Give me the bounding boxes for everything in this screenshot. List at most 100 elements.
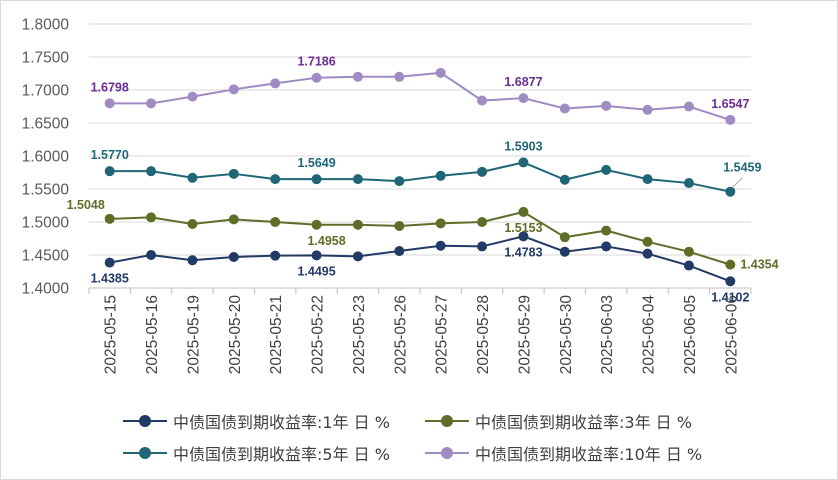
x-tick-label: 2025-05-19 — [185, 295, 202, 374]
data-point — [477, 217, 488, 227]
data-point — [725, 276, 736, 287]
data-point — [311, 174, 322, 185]
y-tick-label: 1.6000 — [22, 149, 70, 166]
data-point — [642, 236, 653, 247]
data-point — [104, 98, 115, 109]
legend-swatch — [123, 446, 167, 460]
data-point — [228, 168, 239, 179]
data-point — [559, 103, 570, 114]
series-line — [109, 161, 731, 193]
y-tick-label: 1.4500 — [22, 248, 70, 265]
data-point — [601, 241, 612, 252]
legend-item: 中债国债到期收益率:3年 日 % — [425, 409, 692, 433]
legend-swatch — [425, 446, 469, 460]
legend-label: 中债国债到期收益率:3年 日 % — [475, 413, 692, 432]
data-point — [394, 71, 405, 82]
data-point — [725, 114, 736, 125]
y-tick-label: 1.5500 — [22, 182, 70, 199]
data-label: 1.4783 — [504, 245, 542, 259]
data-point — [311, 250, 322, 261]
legend-label: 中债国债到期收益率:1年 日 % — [173, 413, 390, 432]
data-label: 1.5153 — [504, 221, 542, 235]
data-point — [311, 72, 322, 83]
data-point — [270, 250, 281, 261]
data-label: 1.5770 — [91, 148, 129, 162]
data-point — [394, 220, 405, 231]
legend-swatch — [425, 414, 469, 428]
data-labels: 1.4385 1.4495 1.4783 1.4102 1.5048 1.4958 1.51… — [67, 55, 779, 305]
legend-label: 中债国债到期收益率:5年 日 % — [173, 445, 390, 464]
data-point — [146, 98, 157, 109]
data-point — [187, 255, 198, 266]
legend-label: 中债国债到期收益率:10年 日 % — [475, 445, 703, 464]
label-leader-line — [731, 177, 743, 189]
data-point — [725, 186, 736, 197]
data-label: 1.4102 — [711, 290, 749, 304]
data-point — [518, 231, 529, 242]
data-point — [683, 260, 694, 271]
data-label: 1.6547 — [711, 97, 749, 111]
data-point — [187, 172, 198, 183]
data-point — [146, 250, 157, 260]
data-point — [394, 176, 405, 187]
data-point — [601, 100, 612, 111]
data-label: 1.4958 — [307, 234, 345, 248]
y-tick-label: 1.6500 — [22, 116, 70, 133]
data-point — [352, 251, 363, 262]
data-point — [352, 219, 363, 230]
data-point — [228, 84, 239, 95]
line-chart: 1.4000 1.4500 1.5000 1.5500 1.6000 1.6500 1.70… — [22, 17, 779, 375]
data-point — [559, 246, 570, 257]
data-label: 1.6877 — [504, 75, 542, 89]
data-point — [435, 170, 446, 181]
data-label: 1.4495 — [297, 264, 335, 278]
data-point — [601, 225, 612, 236]
data-point — [435, 218, 446, 229]
data-point — [435, 67, 446, 78]
data-point — [683, 246, 694, 257]
x-tick-label: 2025-05-21 — [268, 295, 285, 374]
series-line — [109, 71, 731, 121]
data-point — [187, 218, 198, 229]
data-point — [270, 78, 281, 89]
data-label: 1.5903 — [504, 139, 542, 153]
data-point — [228, 214, 239, 225]
data-point — [477, 95, 488, 106]
data-label: 1.5048 — [67, 198, 105, 212]
legend: 中债国债到期收益率:1年 日 % 中债国债到期收益率:3年 日 % 中债国债到期收益… — [1, 401, 838, 471]
data-label: 1.7186 — [297, 55, 335, 69]
data-point — [270, 217, 281, 227]
x-tick-label: 2025-05-15 — [103, 295, 120, 374]
y-axis-ticks: 1.4000 1.4500 1.5000 1.5500 1.6000 1.6500 1.70… — [22, 17, 70, 298]
series-line — [109, 235, 731, 283]
legend-item: 中债国债到期收益率:5年 日 % — [123, 441, 390, 465]
legend-swatch — [123, 414, 167, 428]
data-point — [559, 232, 570, 243]
data-point — [642, 174, 653, 185]
data-point — [518, 93, 529, 104]
data-point — [146, 166, 157, 177]
x-tick-label: 2025-06-04 — [641, 295, 658, 375]
x-tick-label: 2025-06-06 — [723, 295, 740, 374]
x-tick-label: 2025-05-16 — [144, 295, 161, 374]
data-point — [725, 259, 736, 270]
x-tick-label: 2025-05-26 — [392, 295, 409, 374]
y-tick-label: 1.7000 — [22, 83, 70, 100]
data-point — [270, 174, 281, 185]
data-point — [683, 101, 694, 112]
x-tick-label: 2025-05-30 — [558, 295, 575, 375]
data-point — [477, 166, 488, 177]
data-point — [352, 71, 363, 82]
x-tick-label: 2025-05-22 — [310, 295, 327, 374]
y-tick-label: 1.5000 — [22, 215, 70, 232]
y-tick-label: 1.4000 — [22, 281, 70, 298]
x-tick-label: 2025-06-03 — [599, 295, 616, 374]
x-tick-label: 2025-05-28 — [475, 295, 492, 374]
data-label: 1.4385 — [91, 272, 129, 286]
data-point — [642, 104, 653, 115]
series-1 — [104, 231, 736, 287]
series-lines — [104, 67, 736, 287]
series-2 — [104, 206, 736, 270]
x-tick-label: 2025-05-20 — [227, 295, 244, 375]
data-point — [146, 212, 157, 223]
